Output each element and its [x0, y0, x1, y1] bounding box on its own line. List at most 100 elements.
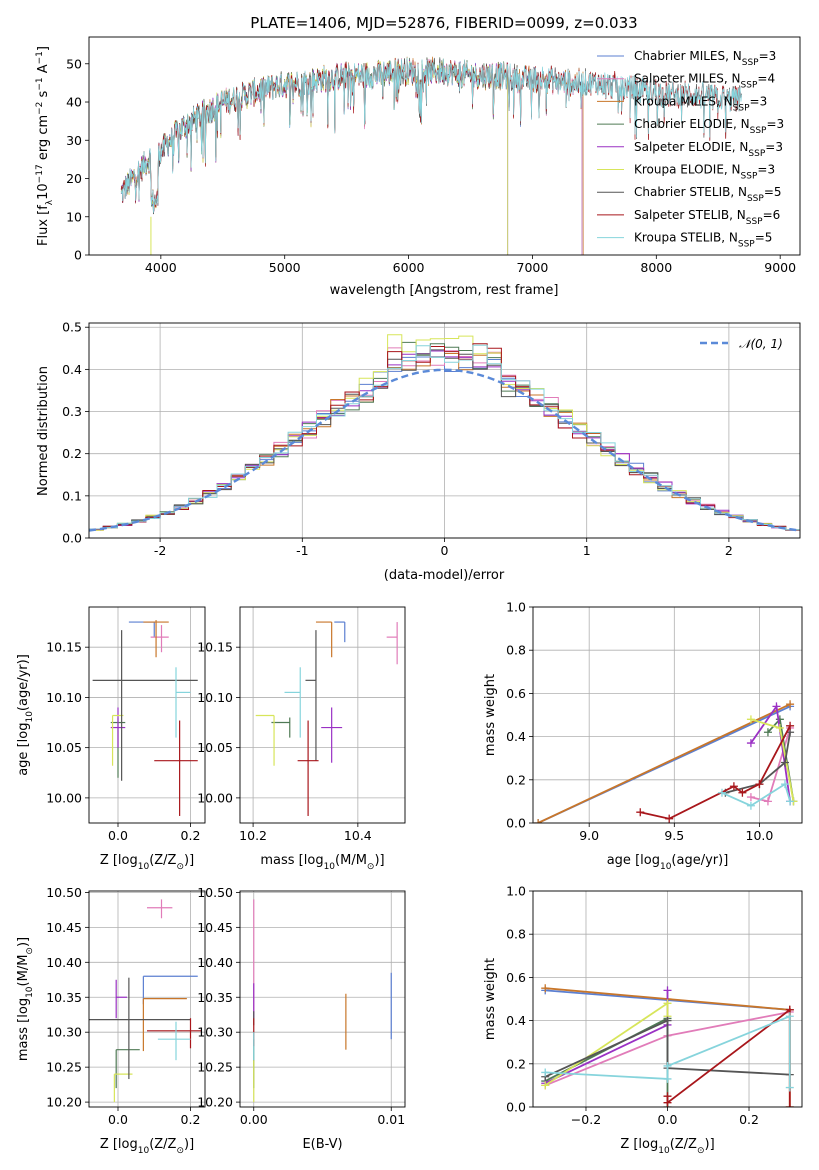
- y-tick-label: 0.8: [506, 927, 526, 942]
- x-tick-label: 10.2: [239, 828, 267, 843]
- legend-label-part: Salpeter MILES, N: [634, 72, 741, 86]
- y-tick-label: 30: [66, 133, 82, 148]
- legend-label-part: Chabrier MILES, N: [634, 49, 742, 63]
- weight-marker: [763, 797, 772, 806]
- legend-label: Kroupa MILES, NSSP=3: [634, 94, 767, 113]
- x-axis-label: wavelength [Angstrom, rest frame]: [330, 283, 559, 298]
- age_vs_mass-grid: [240, 607, 405, 823]
- y-axis-label-part: −17: [35, 164, 45, 183]
- x-axis-label-part: Z [log: [620, 1137, 658, 1152]
- legend-label-part: Salpeter STELIB, N: [634, 208, 746, 222]
- legend-label-part: Salpeter ELODIE, N: [634, 140, 748, 154]
- y-tick-label: 10.30: [46, 1025, 82, 1040]
- x-axis-label: Z [log10(Z/Z⊙)]: [620, 1137, 714, 1156]
- y-tick-label: 10: [66, 209, 82, 224]
- weight-marker: [746, 793, 755, 802]
- x-tick-label: 0.2: [181, 1112, 201, 1127]
- weight-marker: [785, 1083, 794, 1092]
- y-axis-label-part: −1: [35, 77, 45, 90]
- y-tick-label: 10.15: [197, 640, 233, 655]
- weight_vs_Z-frame: [532, 890, 803, 1108]
- y-tick-label: 0.0: [506, 1100, 526, 1115]
- x-axis-label-part: )]: [705, 1137, 715, 1152]
- weight-marker: [663, 999, 672, 1008]
- weight-marker: [786, 797, 795, 806]
- weight-marker: [738, 788, 747, 797]
- x-axis-label-part: Z [log: [100, 853, 138, 868]
- residuals-axes: -2 -1 0 1 2 0.0 0.1 0.2 0.3 0.4 0.5: [62, 320, 801, 558]
- weight-marker: [541, 1068, 550, 1077]
- weight-marker: [729, 782, 738, 791]
- y-tick-label: 0.2: [506, 1056, 526, 1071]
- y-tick-label: 10.30: [197, 1025, 233, 1040]
- x-axis-label-part: Z [log: [100, 1137, 138, 1152]
- weight-marker: [775, 723, 784, 732]
- legend-label-part: Kroupa STELIB, N: [634, 231, 738, 245]
- x-tick-label: 0.0: [658, 1112, 678, 1127]
- y-tick-label: 1.0: [506, 600, 526, 615]
- y-axis-label-part: 10: [25, 711, 35, 723]
- x-axis-label: mass [log10(M/M⊙)]: [260, 853, 384, 872]
- chart-title: PLATE=1406, MJD=52876, FIBERID=0099, z=0…: [250, 14, 637, 32]
- x-axis-label-part: ⊙: [697, 1146, 705, 1156]
- y-tick-label: 0.2: [62, 446, 82, 461]
- weight-marker: [785, 1103, 794, 1107]
- y-axis-label: mass weight: [483, 958, 498, 1040]
- y-axis-label-part: Flux [f: [36, 205, 51, 246]
- x-tick-label: 0.0: [108, 828, 128, 843]
- x-tick-label: 9.0: [579, 828, 599, 843]
- legend-label-part: Kroupa MILES, N: [634, 94, 733, 108]
- y-tick-label: 10.00: [197, 790, 233, 805]
- legend-label-part: SSP: [748, 149, 765, 159]
- y-tick-label: 0.2: [506, 772, 526, 787]
- spectrum-frame: [88, 36, 801, 256]
- legend-label-part: =3: [766, 117, 784, 131]
- legend-label-part: Chabrier ELODIE, N: [634, 117, 750, 131]
- y-tick-label: 10.25: [197, 1060, 233, 1075]
- y-axis-label-part: (M/M: [16, 955, 31, 987]
- residuals-frame: [88, 322, 801, 539]
- mass_vs_ebv-grid: [240, 891, 405, 1107]
- y-tick-label: 10.05: [197, 740, 233, 755]
- age_vs_Z-grid: [89, 607, 205, 823]
- x-tick-label: 7000: [517, 260, 549, 275]
- weight-marker: [763, 728, 772, 737]
- y-tick-label: 10.40: [197, 955, 233, 970]
- x-tick-label: 10.4: [344, 828, 372, 843]
- weight-marker: [746, 715, 755, 724]
- x-axis-label-part: 10: [324, 862, 336, 872]
- weight-marker: [663, 986, 672, 995]
- weight-marker: [786, 700, 795, 709]
- x-tick-label: 0.0: [108, 1112, 128, 1127]
- x-axis-label-part: 10: [658, 1146, 670, 1156]
- age_vs_Z-plot: [92, 620, 198, 816]
- x-tick-label: 4000: [145, 260, 177, 275]
- x-axis-label: (data-model)/error: [384, 568, 505, 583]
- weight-marker: [663, 1098, 672, 1107]
- weight-marker: [663, 1074, 672, 1083]
- age_vs_mass-plot: [255, 621, 398, 816]
- x-tick-label: 0.2: [181, 828, 201, 843]
- y-tick-label: 10.10: [46, 690, 82, 705]
- weight-marker: [541, 984, 550, 993]
- y-axis-label-part: A: [36, 64, 51, 77]
- y-axis-label-part: erg cm: [36, 115, 51, 164]
- legend-label: Salpeter ELODIE, NSSP=3: [634, 140, 783, 159]
- y-tick-label: 10.50: [197, 885, 233, 900]
- age_vs_Z-frame: [88, 606, 206, 824]
- weight-marker: [780, 758, 789, 767]
- weight-marker: [755, 780, 764, 789]
- weight-marker: [746, 801, 755, 810]
- weight-marker: [780, 780, 789, 789]
- y-tick-label: 10.05: [46, 740, 82, 755]
- y-axis-label-part: 10: [25, 986, 35, 998]
- y-axis-label-part: ⊙: [25, 947, 35, 955]
- weight-line: [544, 1019, 790, 1078]
- legend-label: Salpeter MILES, NSSP=4: [634, 72, 775, 91]
- x-axis-label-part: ⊙: [176, 862, 184, 872]
- weight-line: [537, 703, 791, 823]
- weight-marker: [785, 1012, 794, 1021]
- legend-label: Salpeter STELIB, NSSP=6: [634, 208, 780, 227]
- legend-label: Chabrier STELIB, NSSP=5: [634, 185, 782, 204]
